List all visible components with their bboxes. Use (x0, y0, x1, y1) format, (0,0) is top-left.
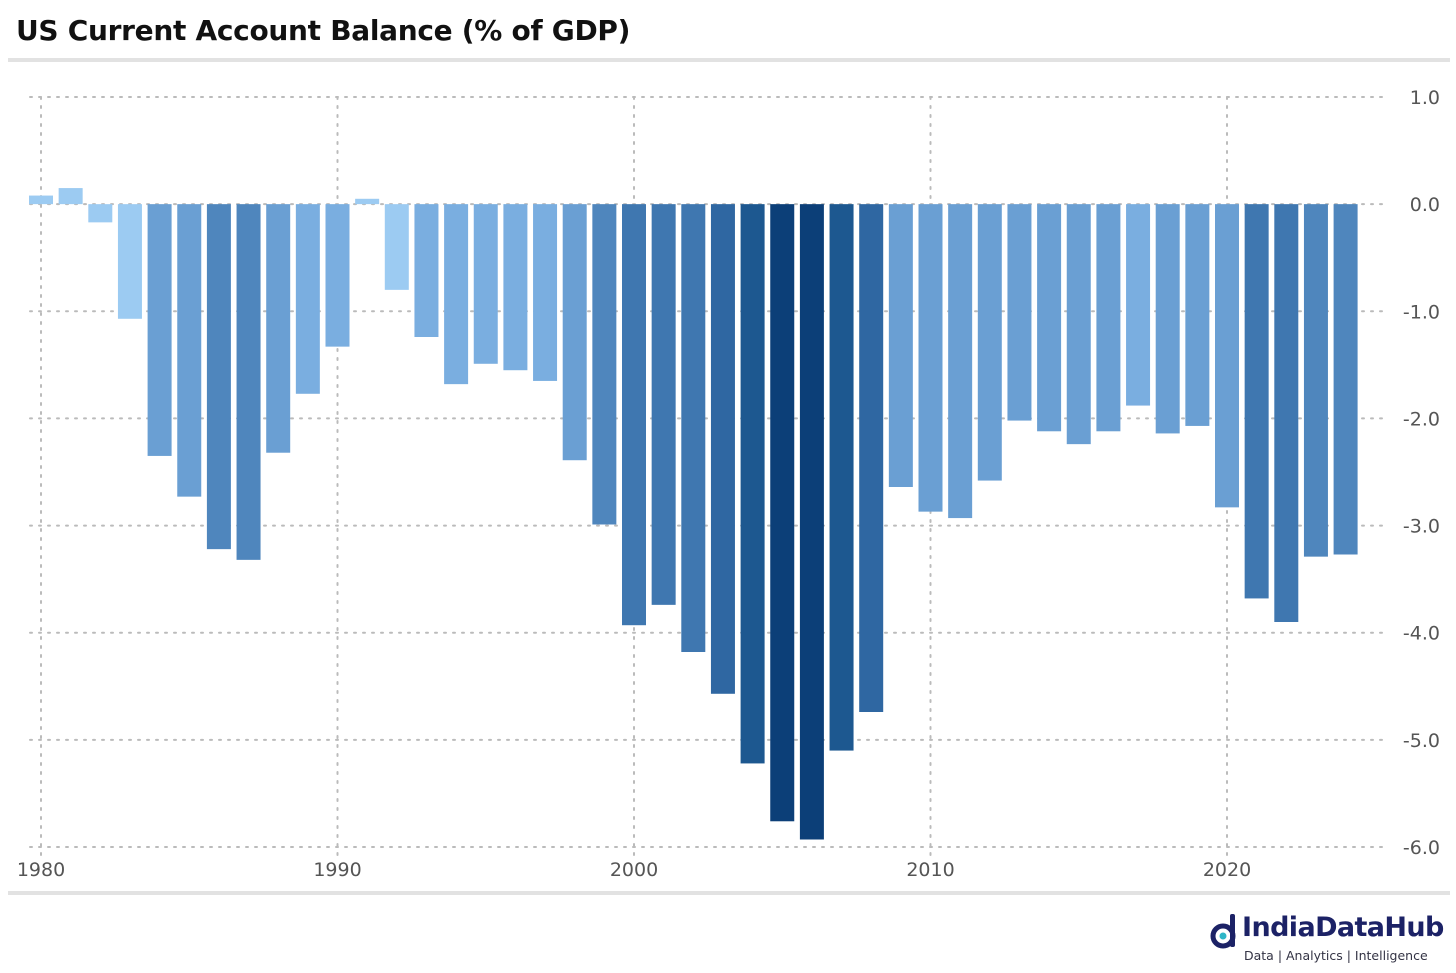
bar-2010 (918, 204, 943, 512)
bar-2006 (799, 204, 824, 840)
bar-2023 (1303, 204, 1328, 557)
bar-2018 (1155, 204, 1180, 434)
bar-2024 (1333, 204, 1358, 555)
bar-2013 (1007, 204, 1032, 421)
bar-1998 (562, 204, 587, 461)
y-tick-label: -2.0 (1403, 408, 1440, 430)
bar-2001 (651, 204, 676, 605)
bar-1981 (58, 188, 83, 205)
logo-mark-icon (1210, 914, 1236, 949)
logo-tagline: Data | Analytics | Intelligence (1244, 948, 1428, 963)
bar-2015 (1066, 204, 1091, 445)
bar-1983 (117, 204, 142, 319)
y-tick-label: -3.0 (1403, 516, 1440, 538)
bar-1993 (414, 204, 439, 337)
bar-1985 (177, 204, 202, 497)
bar-1999 (592, 204, 617, 525)
bar-2005 (770, 204, 795, 822)
bar-2020 (1215, 204, 1239, 508)
bar-2017 (1126, 204, 1151, 406)
indiadatahub-logo: IndiaDataHub Data | Analytics | Intellig… (1208, 908, 1448, 970)
bar-2003 (710, 204, 735, 694)
bar-2014 (1037, 204, 1062, 432)
bar-2004 (740, 204, 765, 764)
logo-name: IndiaDataHub (1242, 912, 1444, 943)
x-axis-ticks: 1980 1990 2000 2010 2020 (17, 859, 1251, 881)
bar-1988 (266, 204, 291, 453)
bar-2011 (948, 204, 973, 519)
y-tick-label: -4.0 (1403, 623, 1440, 645)
y-tick-label: 0.0 (1410, 194, 1440, 216)
bar-2008 (859, 204, 884, 712)
bar-1982 (88, 204, 113, 223)
y-axis-ticks: 1.0 0.0 -1.0 -2.0 -3.0 -4.0 -5.0 -6.0 (1403, 87, 1440, 859)
bar-2016 (1096, 204, 1121, 432)
y-tick-label: -1.0 (1403, 301, 1440, 323)
bar-1989 (295, 204, 320, 394)
bar-1986 (206, 204, 231, 550)
x-tick-label: 2000 (610, 859, 658, 881)
bar-1992 (384, 204, 409, 290)
bar-2000 (622, 204, 646, 626)
top-rule (8, 58, 1450, 62)
bar-1987 (236, 204, 261, 560)
bar-1995 (473, 204, 498, 364)
y-tick-label: -5.0 (1403, 730, 1440, 752)
bar-1991 (355, 198, 380, 205)
bar-2002 (681, 204, 706, 652)
bar-2007 (829, 204, 854, 751)
bar-1984 (147, 204, 172, 456)
bar-2021 (1244, 204, 1269, 599)
x-tick-label: 1990 (313, 859, 361, 881)
bar-1997 (533, 204, 558, 381)
bars (29, 188, 1358, 840)
chart-title: US Current Account Balance (% of GDP) (16, 14, 631, 47)
bar-2009 (888, 204, 913, 487)
x-tick-label: 1980 (17, 859, 65, 881)
bar-2019 (1185, 204, 1210, 426)
x-tick-label: 2010 (906, 859, 954, 881)
bottom-rule (8, 891, 1450, 895)
bar-2012 (977, 204, 1002, 481)
grid-lines (29, 96, 1386, 856)
y-tick-label: -6.0 (1403, 837, 1440, 859)
x-tick-label: 2020 (1203, 859, 1251, 881)
bar-1996 (503, 204, 528, 371)
y-tick-label: 1.0 (1410, 87, 1440, 109)
bar-1994 (444, 204, 469, 385)
bar-2022 (1274, 204, 1299, 622)
bar-1980 (29, 195, 53, 205)
bar-1990 (325, 204, 350, 347)
